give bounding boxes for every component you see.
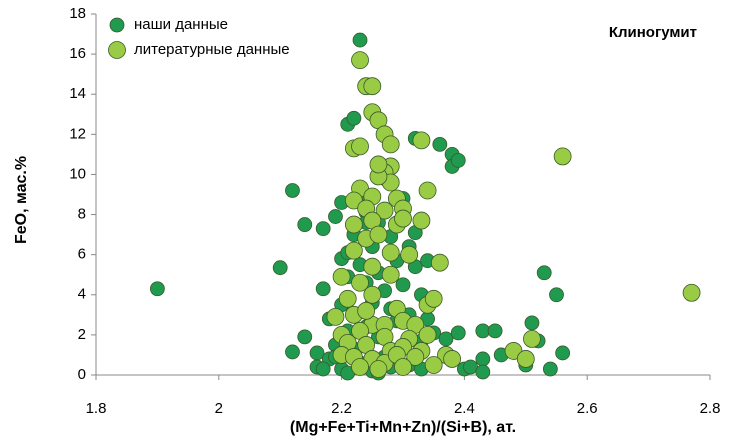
data-point bbox=[309, 345, 325, 361]
y-tick-label: 6 bbox=[78, 246, 86, 263]
data-point bbox=[682, 283, 701, 302]
data-point bbox=[412, 131, 431, 150]
x-tick-label: 1.8 bbox=[86, 400, 107, 417]
y-tick-label: 10 bbox=[69, 165, 86, 182]
data-point bbox=[346, 110, 362, 126]
y-tick-label: 8 bbox=[78, 206, 86, 223]
data-point bbox=[369, 155, 388, 174]
data-point bbox=[443, 350, 462, 368]
data-point bbox=[332, 267, 351, 286]
legend-label: литературные данные bbox=[134, 41, 290, 58]
data-point bbox=[369, 360, 388, 378]
chart-title: Клиногумит bbox=[609, 24, 697, 41]
data-point bbox=[536, 265, 552, 281]
data-point bbox=[352, 32, 368, 48]
x-tick-label: 2.4 bbox=[454, 400, 475, 417]
legend-label: наши данные bbox=[134, 16, 228, 33]
data-point bbox=[395, 277, 411, 293]
data-point bbox=[285, 183, 300, 198]
data-point bbox=[406, 348, 425, 366]
data-point bbox=[418, 181, 437, 200]
data-point bbox=[523, 329, 541, 348]
data-point bbox=[555, 345, 571, 361]
data-point bbox=[412, 211, 431, 230]
x-axis-label: (Mg+Fe+Ti+Mn+Zn)/(Si+B), ат. bbox=[290, 419, 516, 436]
y-axis-label: FeO, мас.% bbox=[13, 156, 30, 244]
data-point bbox=[351, 358, 369, 376]
data-point bbox=[344, 241, 363, 260]
data-point bbox=[369, 225, 388, 244]
x-tick-label: 2.8 bbox=[700, 400, 721, 417]
y-tick-label: 4 bbox=[78, 286, 86, 303]
data-point bbox=[344, 215, 363, 234]
data-point bbox=[297, 217, 313, 232]
legend-marker bbox=[109, 17, 125, 33]
x-tick-label: 2.2 bbox=[331, 400, 352, 417]
data-point bbox=[315, 281, 331, 297]
data-point bbox=[363, 257, 382, 276]
data-point bbox=[450, 325, 466, 341]
y-tick-label: 14 bbox=[69, 85, 86, 102]
data-point bbox=[285, 344, 300, 360]
data-point bbox=[432, 136, 448, 152]
data-point bbox=[351, 51, 369, 70]
data-point bbox=[549, 287, 564, 303]
y-tick-label: 0 bbox=[78, 366, 86, 383]
data-point bbox=[424, 356, 443, 374]
data-point bbox=[351, 273, 369, 292]
data-point bbox=[553, 147, 572, 166]
data-point bbox=[328, 209, 343, 224]
data-point bbox=[400, 245, 419, 264]
y-tick-label: 2 bbox=[78, 326, 86, 343]
data-point bbox=[394, 358, 412, 376]
data-point bbox=[542, 361, 558, 377]
data-point bbox=[326, 307, 345, 326]
data-point bbox=[375, 201, 394, 220]
y-tick-label: 18 bbox=[69, 5, 86, 22]
data-point bbox=[351, 137, 369, 156]
data-point bbox=[430, 253, 449, 272]
y-tick-label: 16 bbox=[69, 45, 86, 62]
data-point bbox=[418, 325, 437, 344]
data-point bbox=[487, 323, 503, 339]
data-point bbox=[272, 260, 288, 276]
y-tick-label: 12 bbox=[69, 125, 86, 142]
data-point bbox=[363, 77, 382, 96]
data-point bbox=[381, 135, 400, 154]
data-point bbox=[424, 289, 443, 308]
legend-marker bbox=[108, 41, 126, 59]
data-point bbox=[475, 364, 491, 380]
x-tick-label: 2.6 bbox=[577, 400, 598, 417]
data-point bbox=[315, 221, 331, 236]
data-point bbox=[338, 289, 357, 308]
x-tick-label: 2 bbox=[215, 400, 223, 417]
data-point bbox=[475, 351, 491, 367]
data-point bbox=[450, 153, 466, 168]
data-point bbox=[315, 361, 331, 377]
data-point bbox=[381, 265, 400, 284]
data-point bbox=[149, 281, 165, 297]
data-point bbox=[297, 329, 313, 345]
data-point bbox=[381, 243, 400, 262]
data-point bbox=[524, 315, 540, 331]
data-point bbox=[363, 285, 382, 304]
data-point bbox=[357, 301, 376, 320]
data-point bbox=[394, 209, 412, 228]
data-point bbox=[438, 331, 454, 347]
data-point bbox=[516, 350, 535, 368]
